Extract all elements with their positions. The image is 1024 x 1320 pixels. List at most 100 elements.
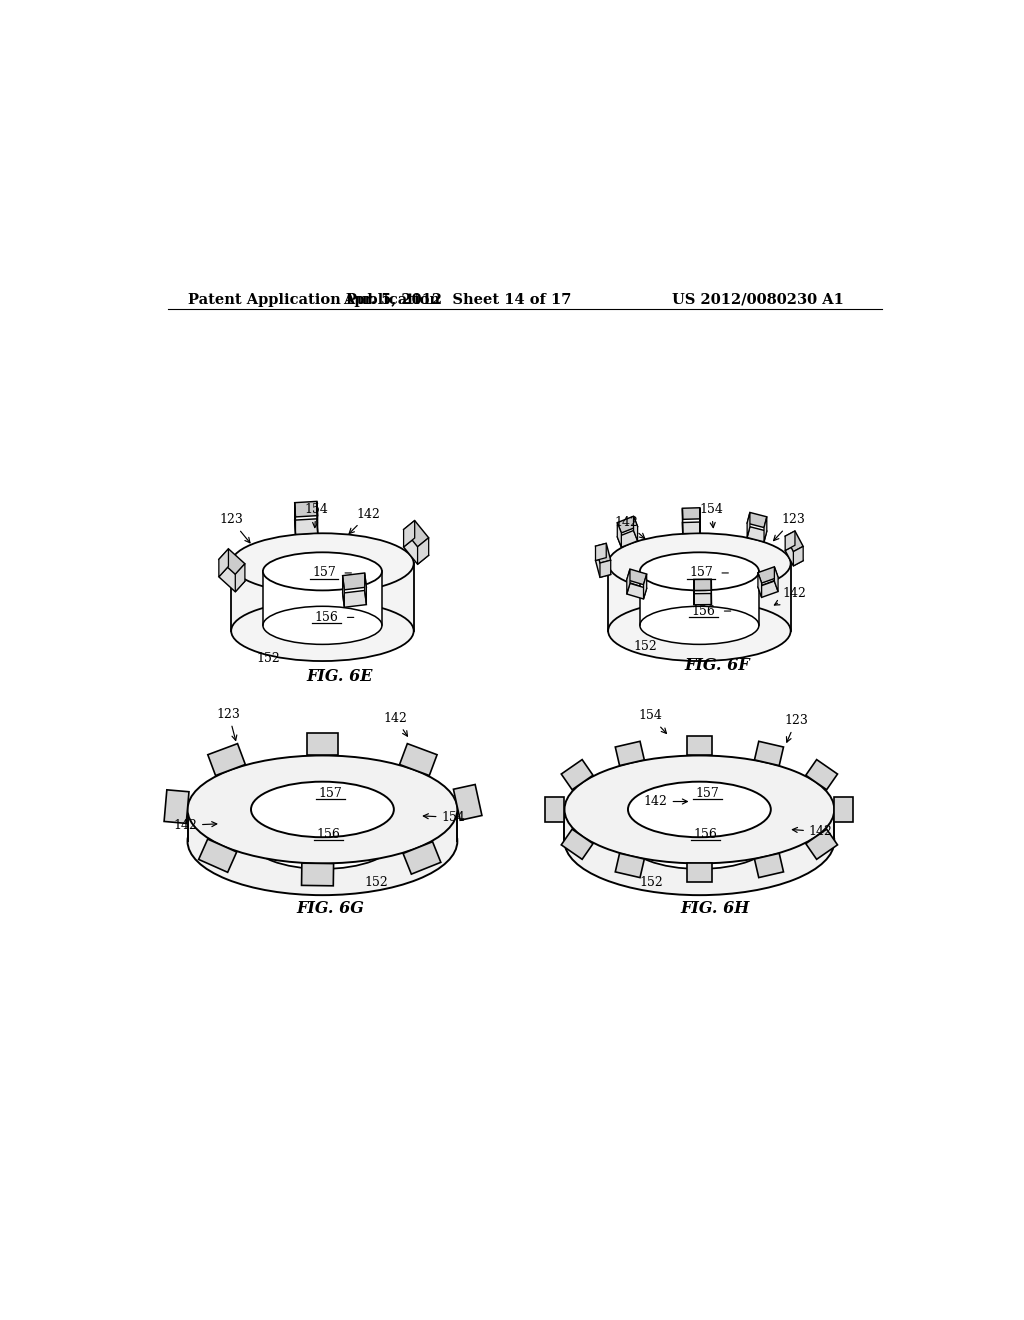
Text: 142: 142 [173,818,217,832]
Polygon shape [627,583,647,599]
Polygon shape [627,569,647,585]
Polygon shape [403,520,415,546]
Polygon shape [643,574,647,599]
Text: 142: 142 [793,825,833,838]
Polygon shape [806,829,838,859]
Ellipse shape [187,787,458,895]
Polygon shape [219,549,245,574]
Polygon shape [687,737,712,755]
Ellipse shape [231,601,414,661]
Polygon shape [561,759,593,789]
Polygon shape [628,809,771,841]
Polygon shape [785,531,795,550]
Ellipse shape [251,781,394,837]
Polygon shape [454,784,482,820]
Text: 123: 123 [219,513,250,543]
Text: 123: 123 [217,708,241,741]
Polygon shape [748,527,767,541]
Polygon shape [617,523,622,548]
Ellipse shape [263,606,382,644]
Polygon shape [785,545,803,566]
Text: 123: 123 [773,513,805,541]
Polygon shape [343,576,344,607]
Ellipse shape [564,787,835,895]
Polygon shape [608,564,791,631]
Text: FIG. 6H: FIG. 6H [681,900,750,917]
Text: FIG. 6F: FIG. 6F [684,656,750,673]
Polygon shape [596,544,610,564]
Polygon shape [564,809,835,841]
Polygon shape [758,566,778,583]
Polygon shape [295,519,317,535]
Polygon shape [755,742,783,766]
Ellipse shape [187,755,458,863]
Polygon shape [687,863,712,883]
Polygon shape [774,566,778,591]
Polygon shape [617,531,638,548]
Polygon shape [634,516,638,541]
Text: 142: 142 [614,516,645,539]
Text: 154: 154 [699,503,723,528]
Polygon shape [785,531,803,552]
Polygon shape [682,508,700,519]
Text: 157: 157 [312,566,336,579]
Ellipse shape [251,813,394,869]
Polygon shape [365,573,367,605]
Polygon shape [758,581,778,598]
Polygon shape [755,853,783,878]
Text: 156: 156 [691,605,716,618]
Text: Apr. 5, 2012  Sheet 14 of 17: Apr. 5, 2012 Sheet 14 of 17 [343,293,571,308]
Text: 142: 142 [774,587,807,605]
Text: 154: 154 [638,709,667,734]
Polygon shape [748,512,750,537]
Polygon shape [794,546,803,566]
Text: 142: 142 [644,795,687,808]
Polygon shape [806,759,838,789]
Polygon shape [835,797,853,822]
Polygon shape [164,789,189,824]
Polygon shape [640,572,759,626]
Ellipse shape [640,552,759,590]
Text: 152: 152 [257,652,281,665]
Polygon shape [199,840,237,873]
Polygon shape [231,564,414,631]
Text: 156: 156 [694,829,718,841]
Polygon shape [748,512,767,528]
Ellipse shape [628,813,771,869]
Polygon shape [306,734,338,755]
Polygon shape [403,842,440,874]
Ellipse shape [640,606,759,644]
Text: US 2012/0080230 A1: US 2012/0080230 A1 [672,293,844,308]
Polygon shape [627,569,630,594]
Ellipse shape [608,601,791,661]
Polygon shape [758,573,762,598]
Ellipse shape [263,552,382,590]
Ellipse shape [608,533,791,594]
Text: 156: 156 [316,829,341,841]
Polygon shape [219,566,245,591]
Polygon shape [694,579,712,590]
Ellipse shape [628,781,771,837]
Polygon shape [694,594,712,605]
Polygon shape [219,549,228,577]
Text: 152: 152 [634,640,657,653]
Polygon shape [764,517,767,541]
Polygon shape [295,502,317,517]
Polygon shape [263,572,382,626]
Text: Patent Application Publication: Patent Application Publication [187,293,439,308]
Polygon shape [403,539,429,564]
Polygon shape [546,797,564,822]
Text: 157: 157 [689,566,713,579]
Ellipse shape [231,533,414,594]
Text: FIG. 6G: FIG. 6G [296,900,365,917]
Text: 157: 157 [318,787,342,800]
Text: 157: 157 [695,787,719,800]
Polygon shape [561,829,593,859]
Polygon shape [403,520,429,546]
Text: 154: 154 [304,503,328,528]
Polygon shape [343,573,367,590]
Text: 152: 152 [365,876,388,888]
Polygon shape [682,521,700,533]
Polygon shape [615,853,644,878]
Text: 154: 154 [423,810,465,824]
